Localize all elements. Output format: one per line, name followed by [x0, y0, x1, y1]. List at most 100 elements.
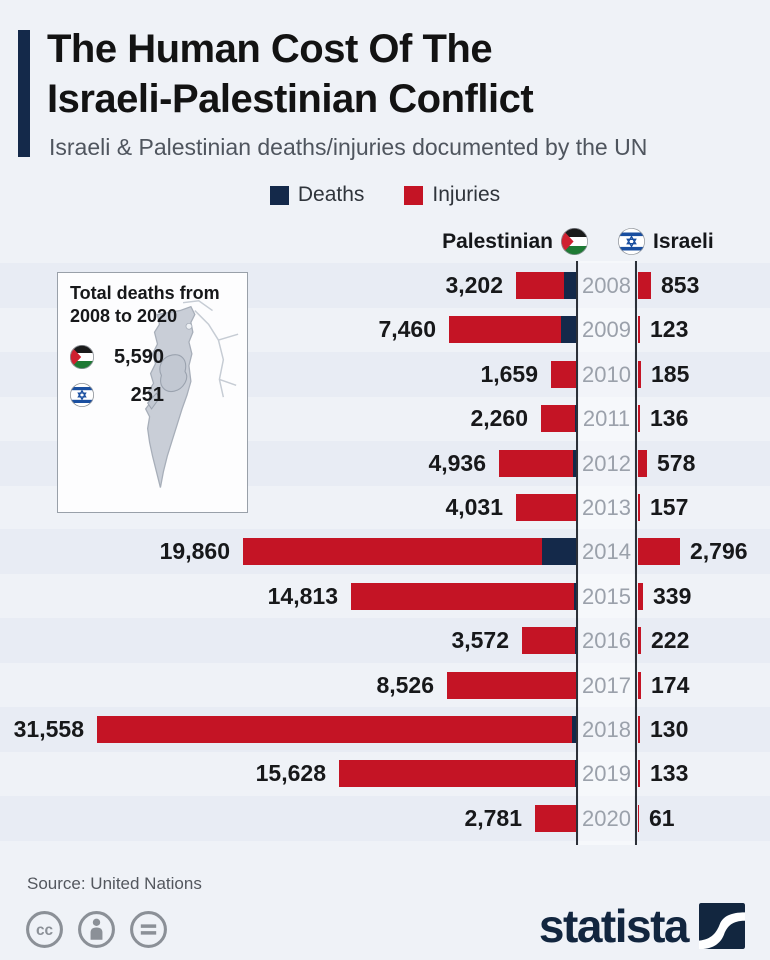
- israeli-axis-line: [635, 261, 637, 845]
- year-label-2016: 2016: [582, 628, 631, 653]
- palestinian-deaths-segment: [542, 538, 577, 565]
- israeli-bar: [638, 716, 640, 743]
- israeli-total-deaths: 251: [70, 383, 164, 407]
- year-label-2019: 2019: [582, 761, 631, 786]
- palestinian-bar: [449, 316, 577, 343]
- palestinian-deaths-segment: [574, 583, 577, 610]
- palestine-flag-icon: [70, 345, 94, 369]
- legend-deaths-label: Deaths: [297, 183, 365, 206]
- palestinian-bar: [243, 538, 577, 565]
- palestinian-value-label: 2,781: [464, 805, 522, 831]
- year-label-2017: 2017: [582, 673, 631, 698]
- israeli-bar: [638, 450, 647, 477]
- palestinian-bar: [447, 672, 577, 699]
- israeli-bar: [638, 672, 641, 699]
- palestinian-bar: [516, 494, 577, 521]
- total-deaths-inset: Total deaths from 2008 to 2020 5,590: [57, 272, 248, 513]
- israeli-value-label: 339: [653, 583, 692, 609]
- no-derivatives-equals-icon: [130, 911, 167, 948]
- column-header-palestinian: Palestinian: [0, 228, 588, 255]
- column-header-israeli: Israeli: [618, 228, 714, 255]
- israeli-bar: [638, 405, 640, 432]
- year-label-2014: 2014: [582, 539, 631, 564]
- palestinian-bar: [522, 627, 577, 654]
- attribution-person-icon: [78, 911, 115, 948]
- palestinian-value-label: 7,460: [378, 316, 436, 342]
- palestinian-value-label: 19,860: [159, 538, 230, 564]
- legend-injuries-label: Injuries: [432, 183, 501, 206]
- palestinian-bar: [535, 805, 577, 832]
- israel-palestine-map: [144, 299, 239, 488]
- palestinian-total-value: 5,590: [113, 345, 164, 368]
- palestinian-deaths-segment: [561, 316, 577, 343]
- palestinian-bar: [97, 716, 577, 743]
- palestinian-value-label: 14,813: [267, 583, 338, 609]
- israeli-label: Israeli: [653, 229, 714, 253]
- israeli-bar: [638, 272, 651, 299]
- israeli-value-label: 130: [650, 716, 689, 742]
- palestinian-deaths-segment: [573, 450, 577, 477]
- israeli-bar: [638, 538, 680, 565]
- palestinian-deaths-segment: [564, 272, 577, 299]
- israeli-bar: [638, 583, 643, 610]
- palestinian-value-label: 31,558: [13, 716, 84, 742]
- palestinian-value-label: 4,936: [428, 450, 486, 476]
- palestinian-deaths-segment: [572, 716, 577, 743]
- year-label-2013: 2013: [582, 495, 631, 520]
- israel-flag-icon: [618, 228, 645, 255]
- chart-row-2018: 31,558 130: [0, 707, 770, 752]
- israeli-value-label: 123: [650, 316, 689, 342]
- chart-row-2014: 19,860 2,796: [0, 529, 770, 574]
- year-label-2020: 2020: [582, 806, 631, 831]
- injuries-swatch-icon: [404, 185, 424, 205]
- palestinian-value-label: 3,572: [451, 627, 509, 653]
- palestinian-value-label: 1,659: [480, 361, 538, 387]
- chart-area: 3,202 853 7,460 123 1,659 185 2,260 136 4,936 578…: [0, 261, 770, 845]
- israeli-value-label: 136: [650, 405, 689, 431]
- israeli-total-value: 251: [130, 383, 164, 406]
- statista-logo-icon: [699, 903, 745, 949]
- legend: Deaths Injuries: [0, 183, 770, 207]
- legend-item-injuries: Injuries: [404, 183, 500, 207]
- legend-item-deaths: Deaths: [269, 183, 365, 207]
- year-label-2011: 2011: [582, 406, 631, 431]
- palestine-flag-icon: [561, 228, 588, 255]
- year-label-2010: 2010: [582, 362, 631, 387]
- statista-brand: statista: [539, 899, 745, 953]
- chart-row-2019: 15,628 133: [0, 751, 770, 796]
- year-label-2008: 2008: [582, 273, 631, 298]
- israeli-value-label: 222: [651, 627, 690, 653]
- chart-row-2015: 14,813 339: [0, 574, 770, 619]
- palestinian-bar: [339, 760, 577, 787]
- cc-icon: cc: [26, 911, 63, 948]
- year-label-2009: 2009: [582, 317, 631, 342]
- inset-stats: 5,590 251: [70, 345, 164, 407]
- year-axis-strip: [579, 261, 634, 845]
- year-label-2018: 2018: [582, 717, 631, 742]
- palestinian-axis-line: [576, 261, 578, 845]
- israeli-value-label: 157: [650, 494, 689, 520]
- page-title: The Human Cost Of The Israeli-Palestinia…: [47, 24, 534, 124]
- statista-wordmark: statista: [538, 900, 690, 952]
- palestinian-bar: [351, 583, 577, 610]
- year-label-2012: 2012: [582, 451, 631, 476]
- palestinian-value-label: 4,031: [445, 494, 503, 520]
- palestinian-bar: [551, 361, 577, 388]
- palestinian-value-label: 15,628: [255, 760, 326, 786]
- inset-title-line-2: 2008 to 2020: [70, 305, 178, 326]
- year-label-2015: 2015: [582, 584, 631, 609]
- palestinian-bar: [516, 272, 577, 299]
- palestinian-total-deaths: 5,590: [70, 345, 164, 369]
- chart-row-2013: 4,031 157: [0, 485, 770, 530]
- chart-row-2016: 3,572 222: [0, 618, 770, 663]
- israeli-bar: [638, 316, 640, 343]
- chart-row-2020: 2,781 61: [0, 796, 770, 841]
- israeli-bar: [638, 805, 639, 832]
- palestinian-value-label: 2,260: [470, 405, 528, 431]
- license-icons: cc: [24, 909, 169, 950]
- israeli-bar: [638, 627, 641, 654]
- deaths-swatch-icon: [269, 185, 289, 205]
- palestinian-value-label: 3,202: [445, 272, 503, 298]
- israeli-bar: [638, 494, 640, 521]
